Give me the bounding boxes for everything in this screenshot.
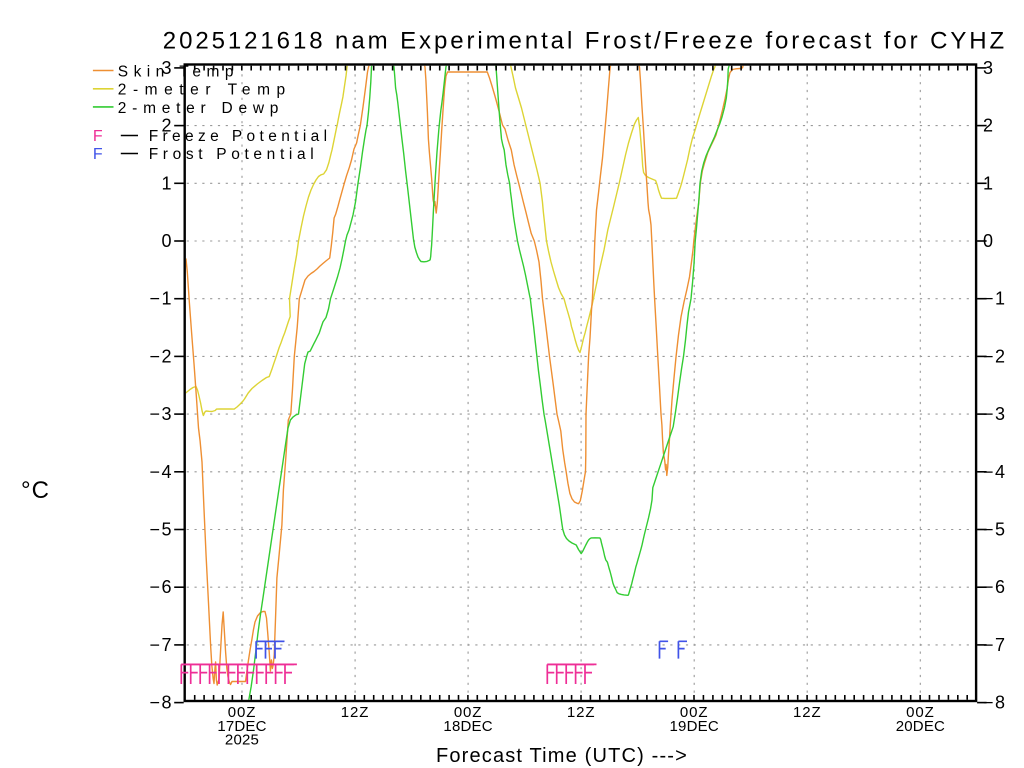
svg-text:1: 1 xyxy=(161,173,173,193)
svg-text:−5: −5 xyxy=(983,520,1007,540)
svg-text:−4: −4 xyxy=(149,462,173,482)
svg-text:−3: −3 xyxy=(149,404,173,424)
svg-text:1: 1 xyxy=(983,173,995,193)
svg-text:00Z: 00Z xyxy=(454,704,483,721)
svg-text:Freeze Potential: Freeze Potential xyxy=(149,128,332,145)
svg-text:−5: −5 xyxy=(149,520,173,540)
svg-text:19DEC: 19DEC xyxy=(670,718,719,735)
svg-text:−8: −8 xyxy=(983,693,1007,713)
svg-text:12Z: 12Z xyxy=(793,704,822,721)
svg-text:−3: −3 xyxy=(983,404,1007,424)
svg-text:F: F xyxy=(93,128,103,145)
svg-text:−2: −2 xyxy=(983,346,1007,366)
svg-text:00Z: 00Z xyxy=(228,704,257,721)
svg-text:−7: −7 xyxy=(983,635,1007,655)
svg-text:0: 0 xyxy=(161,231,173,251)
svg-text:2025121618 nam Experimental Fr: 2025121618 nam Experimental Frost/Freeze… xyxy=(163,28,1007,55)
svg-text:−4: −4 xyxy=(983,462,1007,482)
svg-text:3: 3 xyxy=(161,58,173,78)
svg-text:2025: 2025 xyxy=(225,732,259,749)
svg-text:−8: −8 xyxy=(149,693,173,713)
svg-text:17DEC: 17DEC xyxy=(217,718,266,735)
svg-text:12Z: 12Z xyxy=(341,704,370,721)
svg-text:00Z: 00Z xyxy=(906,704,935,721)
svg-text:00Z: 00Z xyxy=(680,704,709,721)
svg-text:°C: °C xyxy=(21,477,50,504)
svg-text:−2: −2 xyxy=(149,346,173,366)
svg-text:2-meter Dewp: 2-meter Dewp xyxy=(118,100,284,117)
svg-text:20DEC: 20DEC xyxy=(896,718,945,735)
svg-text:2-meter Temp: 2-meter Temp xyxy=(118,82,292,99)
svg-text:F: F xyxy=(93,146,103,163)
svg-text:2: 2 xyxy=(983,116,995,136)
svg-text:−6: −6 xyxy=(983,577,1007,597)
svg-text:−7: −7 xyxy=(149,635,173,655)
svg-text:−1: −1 xyxy=(983,289,1007,309)
svg-text:0: 0 xyxy=(983,231,995,251)
svg-text:−1: −1 xyxy=(149,289,173,309)
svg-text:2: 2 xyxy=(161,116,173,136)
svg-text:3: 3 xyxy=(983,58,995,78)
svg-text:−6: −6 xyxy=(149,577,173,597)
svg-text:18DEC: 18DEC xyxy=(443,718,492,735)
svg-text:Skin Temp: Skin Temp xyxy=(118,64,239,81)
svg-text:12Z: 12Z xyxy=(567,704,596,721)
svg-text:Forecast Time (UTC) --->: Forecast Time (UTC) ---> xyxy=(436,745,688,767)
svg-text:Frost Potential: Frost Potential xyxy=(149,146,319,163)
